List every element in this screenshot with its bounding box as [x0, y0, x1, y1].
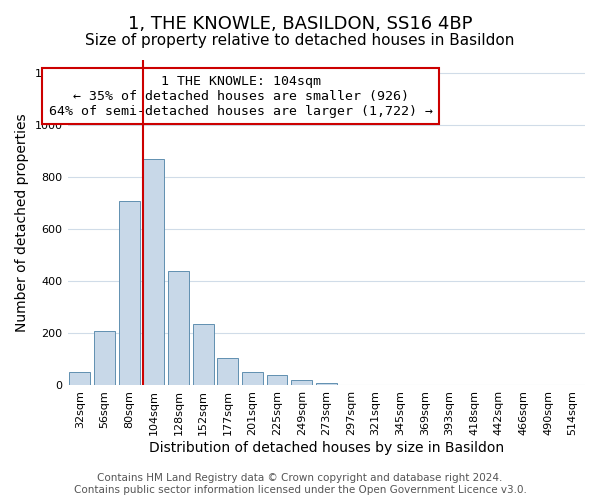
Text: 1 THE KNOWLE: 104sqm
← 35% of detached houses are smaller (926)
64% of semi-deta: 1 THE KNOWLE: 104sqm ← 35% of detached h…	[49, 74, 433, 118]
Bar	[94, 331, 115, 386]
Bar	[242, 372, 263, 386]
Bar	[316, 383, 337, 386]
Bar	[217, 358, 238, 386]
X-axis label: Distribution of detached houses by size in Basildon: Distribution of detached houses by size …	[149, 441, 504, 455]
Bar	[291, 380, 312, 386]
Y-axis label: Number of detached properties: Number of detached properties	[15, 114, 29, 332]
Bar	[119, 200, 140, 386]
Text: 1, THE KNOWLE, BASILDON, SS16 4BP: 1, THE KNOWLE, BASILDON, SS16 4BP	[128, 15, 472, 33]
Text: Contains HM Land Registry data © Crown copyright and database right 2024.
Contai: Contains HM Land Registry data © Crown c…	[74, 474, 526, 495]
Bar	[70, 372, 91, 386]
Text: Size of property relative to detached houses in Basildon: Size of property relative to detached ho…	[85, 32, 515, 48]
Bar	[193, 324, 214, 386]
Bar	[168, 271, 189, 386]
Bar	[143, 159, 164, 386]
Bar	[266, 375, 287, 386]
